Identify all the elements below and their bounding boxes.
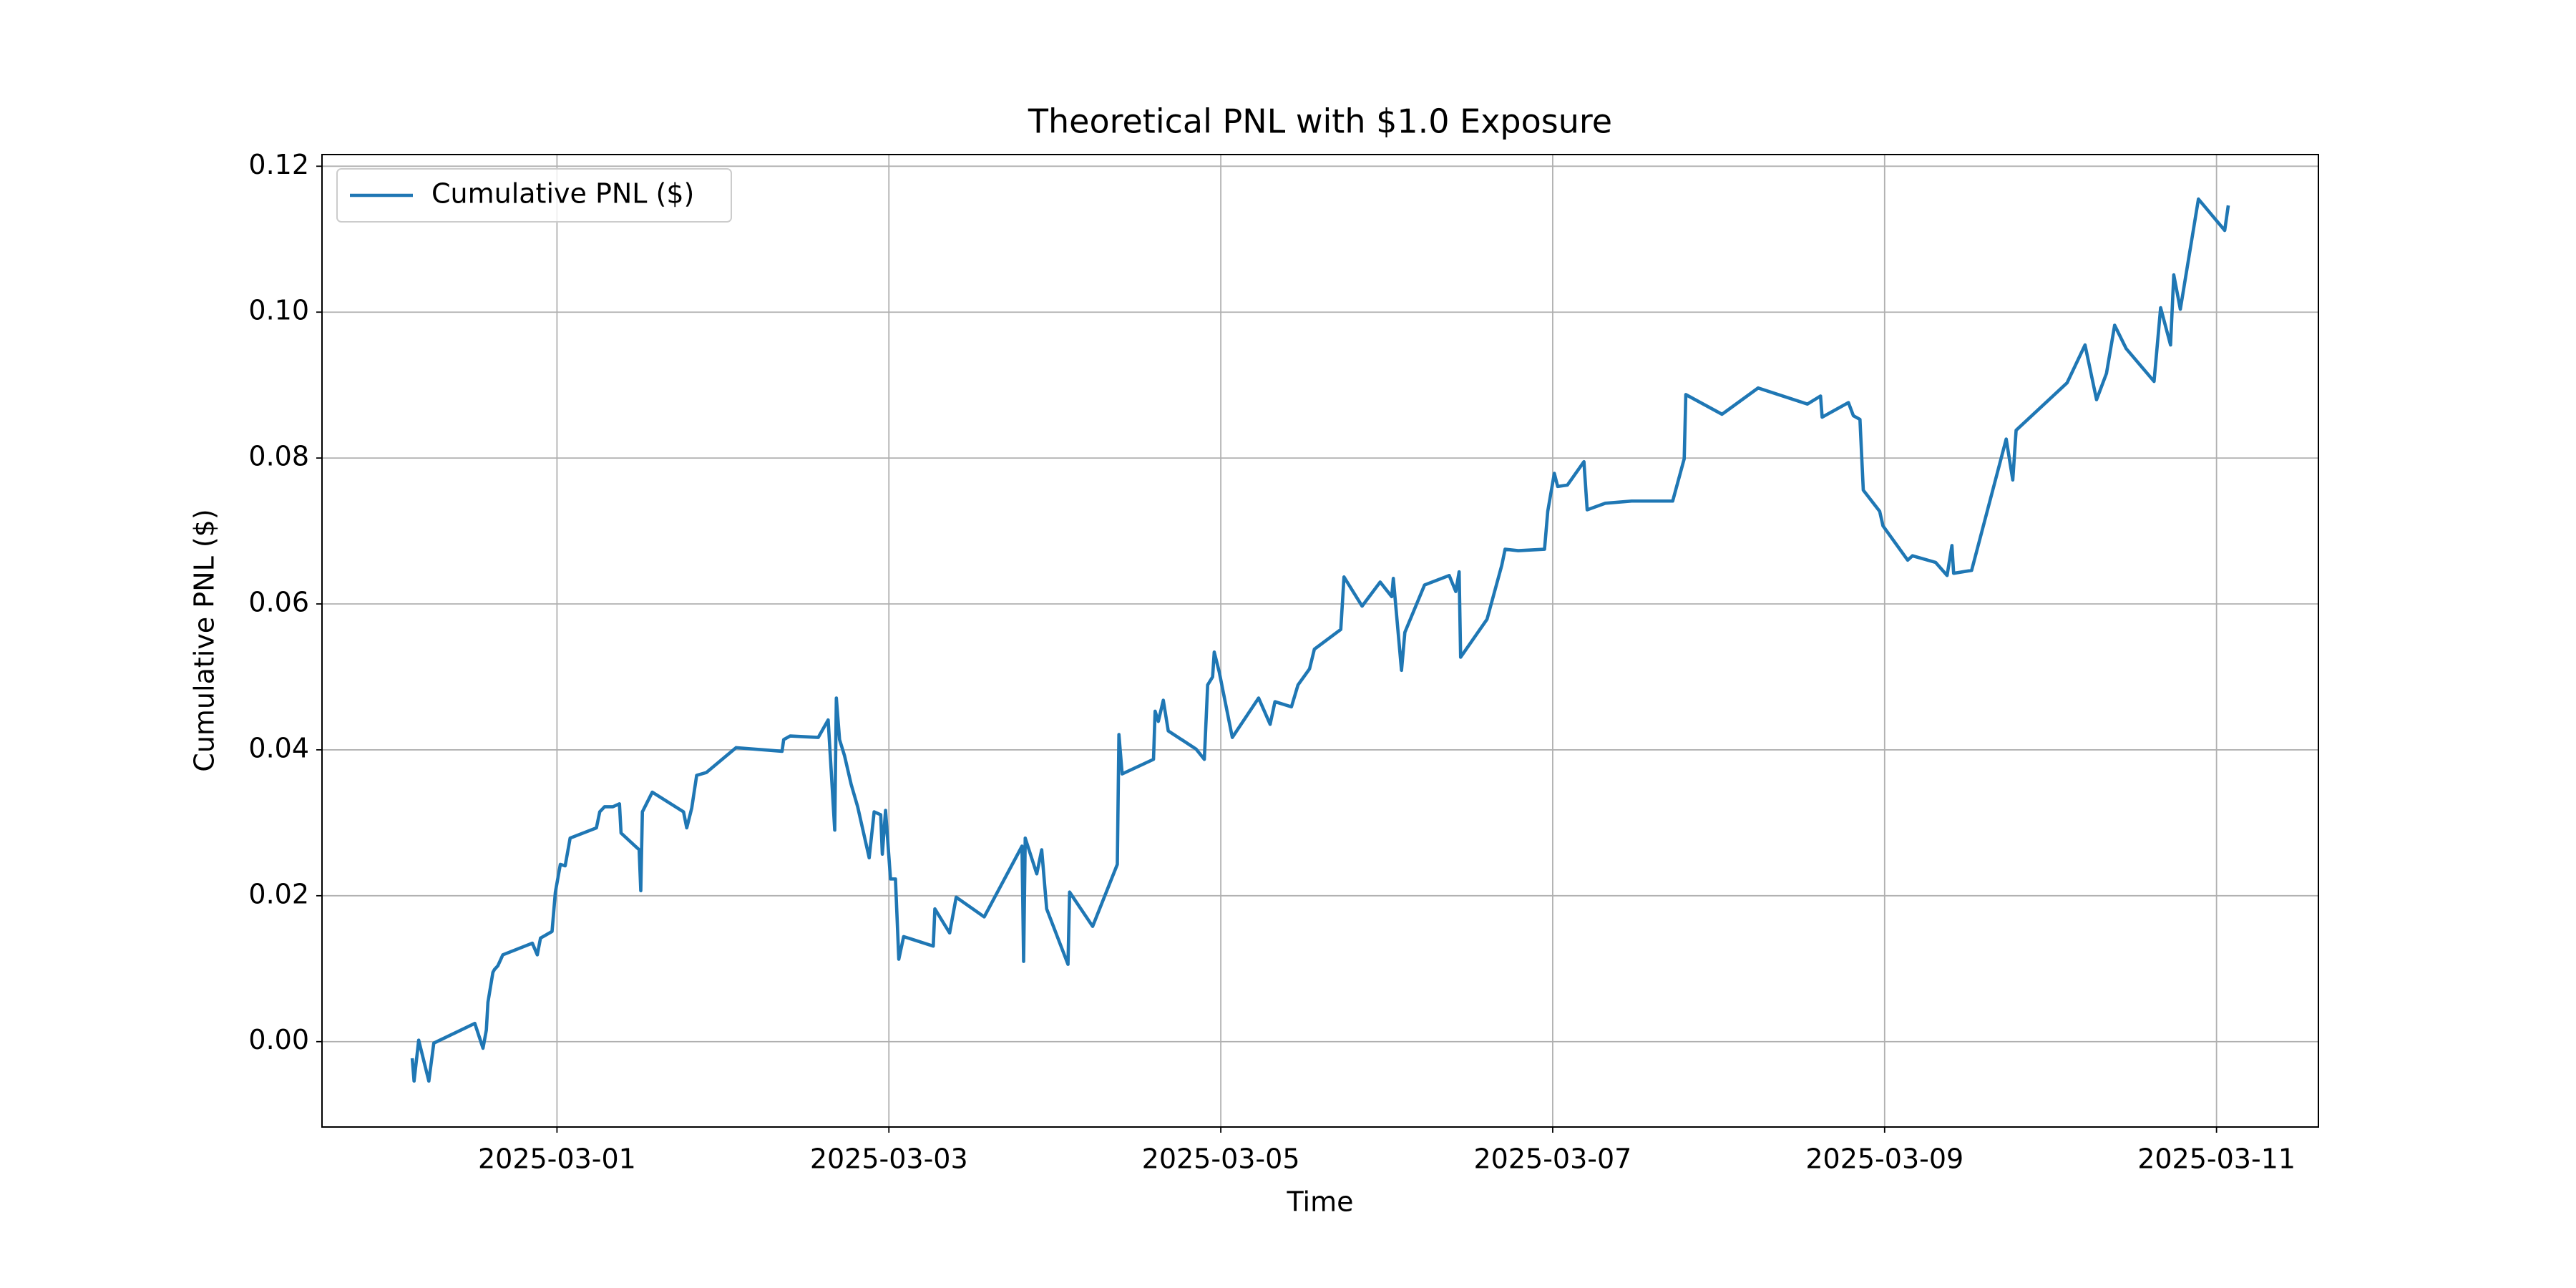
x-tick-label: 2025-03-03	[810, 1143, 968, 1175]
y-tick-label: 0.06	[248, 587, 309, 618]
y-axis-label: Cumulative PNL ($)	[189, 509, 220, 771]
y-tick-label: 0.02	[248, 878, 309, 909]
legend: Cumulative PNL ($)	[336, 168, 732, 223]
y-tick-label: 0.08	[248, 441, 309, 472]
y-tick-label: 0.00	[248, 1024, 309, 1055]
chart-title: Theoretical PNL with $1.0 Exposure	[1028, 102, 1612, 141]
x-tick-label: 2025-03-05	[1142, 1143, 1300, 1175]
x-axis-label: Time	[1287, 1186, 1354, 1218]
y-tick-label: 0.10	[248, 295, 309, 326]
x-tick-label: 2025-03-09	[1805, 1143, 1963, 1175]
y-tick-label: 0.12	[248, 149, 309, 180]
x-tick-label: 2025-03-07	[1474, 1143, 1632, 1175]
x-tick-label: 2025-03-01	[478, 1143, 636, 1175]
x-tick-label: 2025-03-11	[2137, 1143, 2296, 1175]
y-tick-label: 0.04	[248, 732, 309, 763]
legend-box	[336, 168, 732, 223]
legend-label: Cumulative PNL ($)	[431, 178, 694, 210]
data-line	[410, 197, 2230, 1083]
axes-frame	[321, 154, 2319, 1128]
